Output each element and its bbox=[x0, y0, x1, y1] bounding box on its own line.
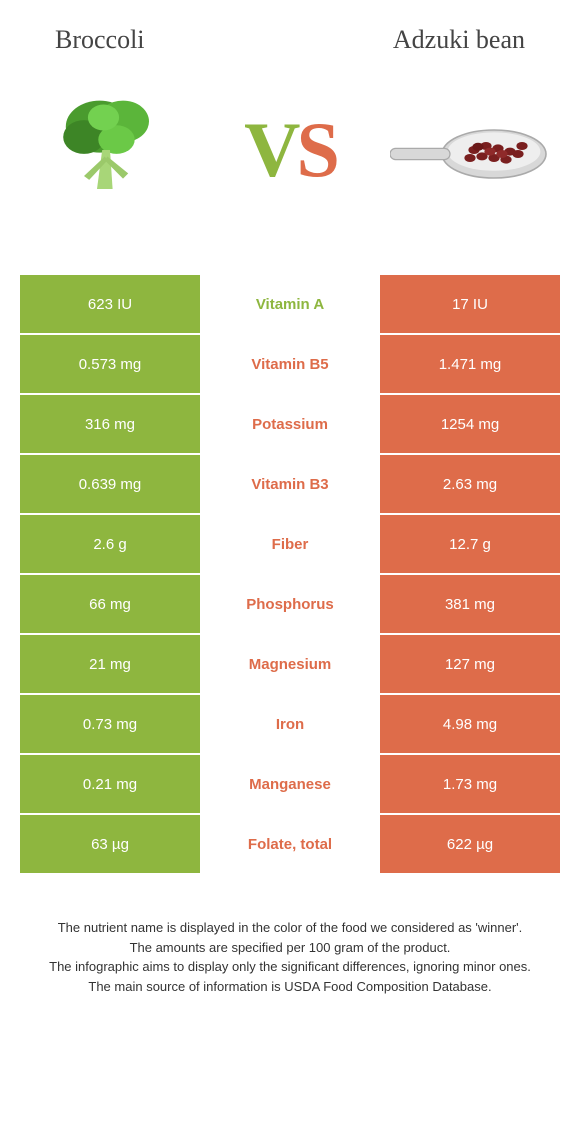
nutrient-name: Iron bbox=[200, 695, 380, 753]
hero-row: VS bbox=[0, 65, 580, 255]
cell-left: 623 IU bbox=[20, 275, 200, 333]
cell-left: 0.73 mg bbox=[20, 695, 200, 753]
cell-left: 63 µg bbox=[20, 815, 200, 873]
footer-line: The main source of information is USDA F… bbox=[30, 977, 550, 997]
nutrient-name: Manganese bbox=[200, 755, 380, 813]
cell-right: 1.471 mg bbox=[380, 335, 560, 393]
nutrient-table: 623 IUVitamin A17 IU0.573 mgVitamin B51.… bbox=[20, 275, 560, 873]
cell-right: 12.7 g bbox=[380, 515, 560, 573]
cell-right: 381 mg bbox=[380, 575, 560, 633]
nutrient-name: Fiber bbox=[200, 515, 380, 573]
cell-left: 0.639 mg bbox=[20, 455, 200, 513]
broccoli-image bbox=[30, 80, 190, 220]
footer-line: The nutrient name is displayed in the co… bbox=[30, 918, 550, 938]
vs-s: S bbox=[296, 106, 335, 193]
nutrient-name: Vitamin A bbox=[200, 275, 380, 333]
adzuki-image bbox=[390, 80, 550, 220]
table-row: 0.639 mgVitamin B32.63 mg bbox=[20, 455, 560, 513]
table-row: 21 mgMagnesium127 mg bbox=[20, 635, 560, 693]
cell-right: 2.63 mg bbox=[380, 455, 560, 513]
food-name-left: Broccoli bbox=[55, 25, 145, 55]
cell-right: 4.98 mg bbox=[380, 695, 560, 753]
nutrient-name: Folate, total bbox=[200, 815, 380, 873]
nutrient-name: Potassium bbox=[200, 395, 380, 453]
footer-line: The amounts are specified per 100 gram o… bbox=[30, 938, 550, 958]
cell-left: 66 mg bbox=[20, 575, 200, 633]
nutrient-name: Vitamin B3 bbox=[200, 455, 380, 513]
cell-right: 1.73 mg bbox=[380, 755, 560, 813]
cell-right: 622 µg bbox=[380, 815, 560, 873]
cell-left: 21 mg bbox=[20, 635, 200, 693]
table-row: 316 mgPotassium1254 mg bbox=[20, 395, 560, 453]
header: Broccoli Adzuki bean bbox=[0, 0, 580, 65]
vs-v: V bbox=[244, 106, 296, 193]
table-row: 0.73 mgIron4.98 mg bbox=[20, 695, 560, 753]
nutrient-name: Phosphorus bbox=[200, 575, 380, 633]
cell-left: 0.21 mg bbox=[20, 755, 200, 813]
cell-left: 0.573 mg bbox=[20, 335, 200, 393]
cell-right: 127 mg bbox=[380, 635, 560, 693]
cell-right: 1254 mg bbox=[380, 395, 560, 453]
food-name-right: Adzuki bean bbox=[393, 25, 525, 55]
table-row: 0.573 mgVitamin B51.471 mg bbox=[20, 335, 560, 393]
table-row: 0.21 mgManganese1.73 mg bbox=[20, 755, 560, 813]
table-row: 66 mgPhosphorus381 mg bbox=[20, 575, 560, 633]
footer-line: The infographic aims to display only the… bbox=[30, 957, 550, 977]
vs-label: VS bbox=[244, 105, 336, 195]
table-row: 63 µgFolate, total622 µg bbox=[20, 815, 560, 873]
nutrient-name: Magnesium bbox=[200, 635, 380, 693]
cell-left: 316 mg bbox=[20, 395, 200, 453]
footer-notes: The nutrient name is displayed in the co… bbox=[30, 918, 550, 996]
cell-left: 2.6 g bbox=[20, 515, 200, 573]
table-row: 623 IUVitamin A17 IU bbox=[20, 275, 560, 333]
nutrient-name: Vitamin B5 bbox=[200, 335, 380, 393]
table-row: 2.6 gFiber12.7 g bbox=[20, 515, 560, 573]
cell-right: 17 IU bbox=[380, 275, 560, 333]
